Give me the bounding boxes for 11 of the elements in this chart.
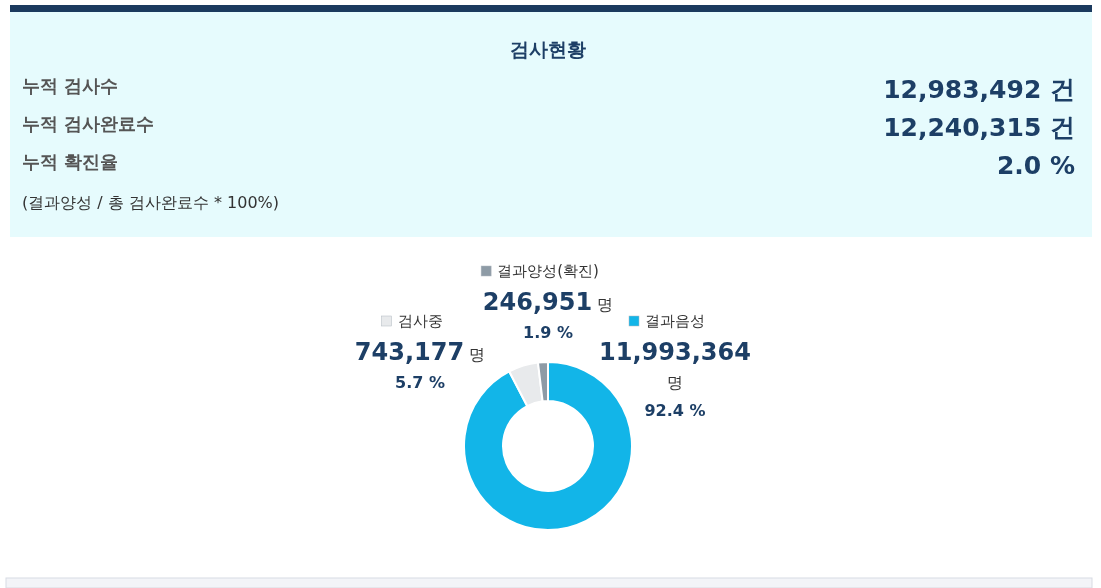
text: 누적 검사완료수 [22,113,155,134]
legend-label: 검사중 [397,312,443,330]
text: 12,983,492 건 [883,75,1075,104]
text: (결과양성 / 총 검사완료수 * 100%) [22,193,280,212]
legend-label: 결과음성 [645,312,705,330]
text: 누적 확진율 [22,151,119,172]
legend-label: 결과양성(확진) [497,262,599,280]
text: 2.0 % [996,151,1075,180]
text: 검사현황 [510,38,586,60]
text: 누적 검사수 [22,75,119,96]
text: 12,240,315 건 [883,113,1075,142]
